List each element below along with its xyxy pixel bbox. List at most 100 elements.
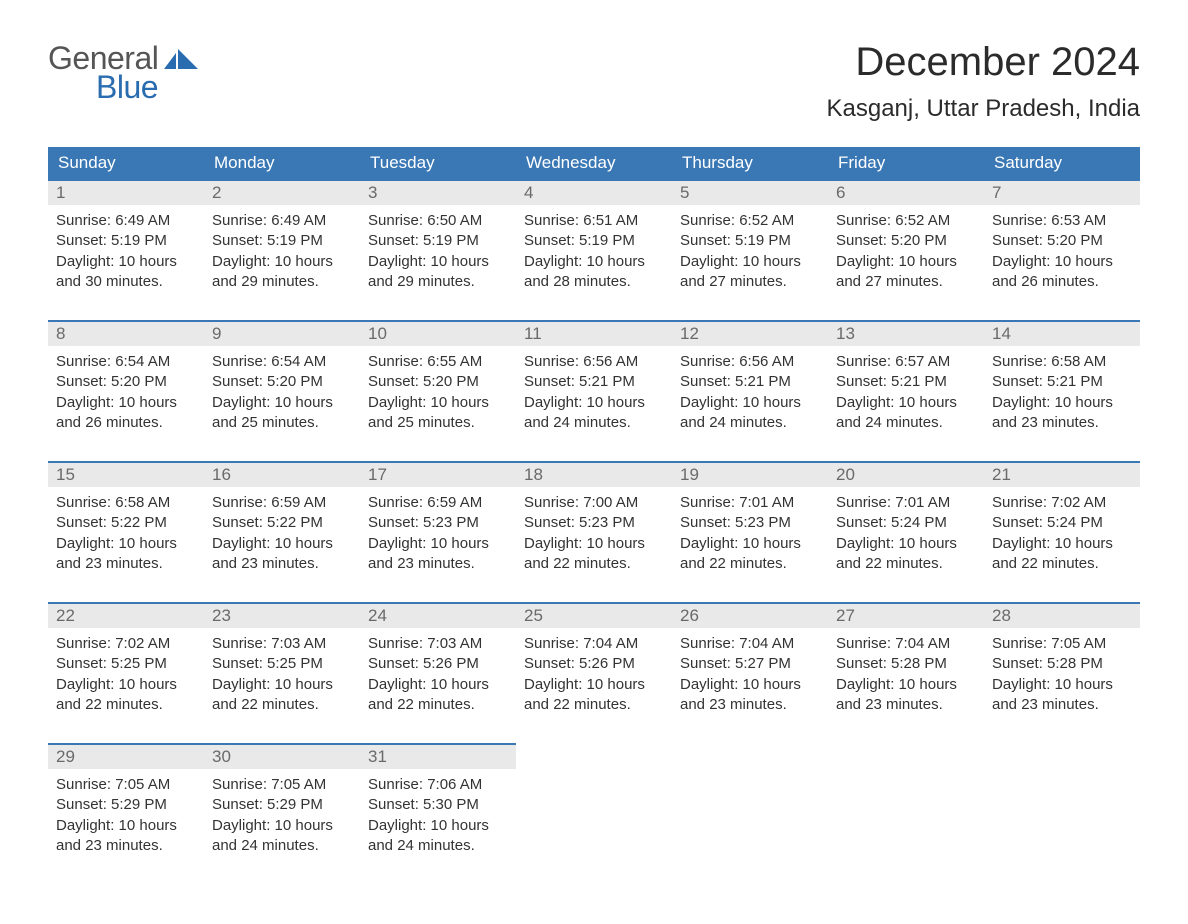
day-details: Sunrise: 7:05 AMSunset: 5:28 PMDaylight:… bbox=[984, 628, 1140, 743]
daylight-line: Daylight: 10 hours and 22 minutes. bbox=[992, 534, 1132, 575]
weekday-header: Sunday bbox=[48, 147, 204, 180]
daylight-line: Daylight: 10 hours and 24 minutes. bbox=[680, 393, 820, 434]
daylight-line: Daylight: 10 hours and 25 minutes. bbox=[212, 393, 352, 434]
calendar-cell: 25Sunrise: 7:04 AMSunset: 5:26 PMDayligh… bbox=[516, 603, 672, 744]
weekday-header: Thursday bbox=[672, 147, 828, 180]
sunset-line: Sunset: 5:26 PM bbox=[524, 654, 664, 674]
day-number: 28 bbox=[984, 604, 1140, 628]
day-details: Sunrise: 6:51 AMSunset: 5:19 PMDaylight:… bbox=[516, 205, 672, 320]
sunrise-line: Sunrise: 7:03 AM bbox=[212, 634, 352, 654]
day-details: Sunrise: 6:56 AMSunset: 5:21 PMDaylight:… bbox=[672, 346, 828, 461]
sunset-line: Sunset: 5:26 PM bbox=[368, 654, 508, 674]
sunset-line: Sunset: 5:23 PM bbox=[680, 513, 820, 533]
weekday-header: Friday bbox=[828, 147, 984, 180]
sunset-line: Sunset: 5:23 PM bbox=[524, 513, 664, 533]
sunset-line: Sunset: 5:19 PM bbox=[56, 231, 196, 251]
daylight-line: Daylight: 10 hours and 23 minutes. bbox=[368, 534, 508, 575]
calendar-cell: 21Sunrise: 7:02 AMSunset: 5:24 PMDayligh… bbox=[984, 462, 1140, 603]
day-number: 9 bbox=[204, 322, 360, 346]
day-number: 14 bbox=[984, 322, 1140, 346]
calendar-cell: 30Sunrise: 7:05 AMSunset: 5:29 PMDayligh… bbox=[204, 744, 360, 884]
daylight-line: Daylight: 10 hours and 22 minutes. bbox=[524, 675, 664, 716]
day-number: 2 bbox=[204, 181, 360, 205]
daylight-line: Daylight: 10 hours and 26 minutes. bbox=[992, 252, 1132, 293]
calendar-cell: 7Sunrise: 6:53 AMSunset: 5:20 PMDaylight… bbox=[984, 180, 1140, 321]
daylight-line: Daylight: 10 hours and 27 minutes. bbox=[680, 252, 820, 293]
sunrise-line: Sunrise: 6:51 AM bbox=[524, 211, 664, 231]
calendar-cell: 17Sunrise: 6:59 AMSunset: 5:23 PMDayligh… bbox=[360, 462, 516, 603]
sunrise-line: Sunrise: 7:04 AM bbox=[524, 634, 664, 654]
day-number: 18 bbox=[516, 463, 672, 487]
sunset-line: Sunset: 5:25 PM bbox=[56, 654, 196, 674]
calendar-row: 15Sunrise: 6:58 AMSunset: 5:22 PMDayligh… bbox=[48, 462, 1140, 603]
sunrise-line: Sunrise: 6:55 AM bbox=[368, 352, 508, 372]
daylight-line: Daylight: 10 hours and 23 minutes. bbox=[836, 675, 976, 716]
calendar-cell: 4Sunrise: 6:51 AMSunset: 5:19 PMDaylight… bbox=[516, 180, 672, 321]
day-number: 21 bbox=[984, 463, 1140, 487]
title-block: December 2024 Kasganj, Uttar Pradesh, In… bbox=[826, 40, 1140, 123]
calendar-cell: 27Sunrise: 7:04 AMSunset: 5:28 PMDayligh… bbox=[828, 603, 984, 744]
sunrise-line: Sunrise: 7:05 AM bbox=[56, 775, 196, 795]
calendar-cell: 5Sunrise: 6:52 AMSunset: 5:19 PMDaylight… bbox=[672, 180, 828, 321]
sunrise-line: Sunrise: 6:49 AM bbox=[212, 211, 352, 231]
calendar-cell: 28Sunrise: 7:05 AMSunset: 5:28 PMDayligh… bbox=[984, 603, 1140, 744]
calendar-cell: 3Sunrise: 6:50 AMSunset: 5:19 PMDaylight… bbox=[360, 180, 516, 321]
calendar-cell: 31Sunrise: 7:06 AMSunset: 5:30 PMDayligh… bbox=[360, 744, 516, 884]
calendar-cell: 26Sunrise: 7:04 AMSunset: 5:27 PMDayligh… bbox=[672, 603, 828, 744]
day-details: Sunrise: 7:01 AMSunset: 5:23 PMDaylight:… bbox=[672, 487, 828, 602]
day-details: Sunrise: 6:58 AMSunset: 5:22 PMDaylight:… bbox=[48, 487, 204, 602]
weekday-header: Wednesday bbox=[516, 147, 672, 180]
sunrise-line: Sunrise: 7:02 AM bbox=[992, 493, 1132, 513]
day-details: Sunrise: 6:50 AMSunset: 5:19 PMDaylight:… bbox=[360, 205, 516, 320]
calendar-cell bbox=[984, 744, 1140, 884]
day-details: Sunrise: 7:04 AMSunset: 5:26 PMDaylight:… bbox=[516, 628, 672, 743]
calendar-cell: 12Sunrise: 6:56 AMSunset: 5:21 PMDayligh… bbox=[672, 321, 828, 462]
sunrise-line: Sunrise: 7:00 AM bbox=[524, 493, 664, 513]
day-details: Sunrise: 7:04 AMSunset: 5:27 PMDaylight:… bbox=[672, 628, 828, 743]
sunset-line: Sunset: 5:20 PM bbox=[56, 372, 196, 392]
day-number: 5 bbox=[672, 181, 828, 205]
sunrise-line: Sunrise: 6:58 AM bbox=[56, 493, 196, 513]
calendar-cell bbox=[672, 744, 828, 884]
sunrise-line: Sunrise: 7:05 AM bbox=[212, 775, 352, 795]
daylight-line: Daylight: 10 hours and 23 minutes. bbox=[212, 534, 352, 575]
calendar-cell: 6Sunrise: 6:52 AMSunset: 5:20 PMDaylight… bbox=[828, 180, 984, 321]
day-number: 25 bbox=[516, 604, 672, 628]
sunset-line: Sunset: 5:22 PM bbox=[212, 513, 352, 533]
day-details: Sunrise: 6:52 AMSunset: 5:20 PMDaylight:… bbox=[828, 205, 984, 320]
daylight-line: Daylight: 10 hours and 22 minutes. bbox=[524, 534, 664, 575]
day-number: 1 bbox=[48, 181, 204, 205]
sunset-line: Sunset: 5:21 PM bbox=[992, 372, 1132, 392]
sunset-line: Sunset: 5:19 PM bbox=[212, 231, 352, 251]
daylight-line: Daylight: 10 hours and 29 minutes. bbox=[212, 252, 352, 293]
sunset-line: Sunset: 5:25 PM bbox=[212, 654, 352, 674]
day-number: 23 bbox=[204, 604, 360, 628]
daylight-line: Daylight: 10 hours and 22 minutes. bbox=[368, 675, 508, 716]
sunrise-line: Sunrise: 6:58 AM bbox=[992, 352, 1132, 372]
daylight-line: Daylight: 10 hours and 23 minutes. bbox=[992, 393, 1132, 434]
day-details: Sunrise: 7:05 AMSunset: 5:29 PMDaylight:… bbox=[48, 769, 204, 884]
sunset-line: Sunset: 5:29 PM bbox=[212, 795, 352, 815]
day-number: 29 bbox=[48, 745, 204, 769]
daylight-line: Daylight: 10 hours and 22 minutes. bbox=[836, 534, 976, 575]
day-details: Sunrise: 6:56 AMSunset: 5:21 PMDaylight:… bbox=[516, 346, 672, 461]
sunrise-line: Sunrise: 7:04 AM bbox=[836, 634, 976, 654]
daylight-line: Daylight: 10 hours and 27 minutes. bbox=[836, 252, 976, 293]
sunset-line: Sunset: 5:19 PM bbox=[524, 231, 664, 251]
day-number: 6 bbox=[828, 181, 984, 205]
sunrise-line: Sunrise: 6:56 AM bbox=[524, 352, 664, 372]
sunrise-line: Sunrise: 6:59 AM bbox=[212, 493, 352, 513]
daylight-line: Daylight: 10 hours and 24 minutes. bbox=[368, 816, 508, 857]
day-number: 16 bbox=[204, 463, 360, 487]
day-details: Sunrise: 6:52 AMSunset: 5:19 PMDaylight:… bbox=[672, 205, 828, 320]
logo-flag-icon bbox=[164, 47, 200, 74]
calendar-cell: 10Sunrise: 6:55 AMSunset: 5:20 PMDayligh… bbox=[360, 321, 516, 462]
calendar-cell: 22Sunrise: 7:02 AMSunset: 5:25 PMDayligh… bbox=[48, 603, 204, 744]
day-number: 30 bbox=[204, 745, 360, 769]
calendar-cell: 16 Sunrise: 6:59 AMSunset: 5:22 PMDayligh… bbox=[204, 462, 360, 603]
day-details: Sunrise: 6:58 AMSunset: 5:21 PMDaylight:… bbox=[984, 346, 1140, 461]
calendar-cell bbox=[828, 744, 984, 884]
calendar-row: 29Sunrise: 7:05 AMSunset: 5:29 PMDayligh… bbox=[48, 744, 1140, 884]
sunset-line: Sunset: 5:19 PM bbox=[368, 231, 508, 251]
day-number: 20 bbox=[828, 463, 984, 487]
